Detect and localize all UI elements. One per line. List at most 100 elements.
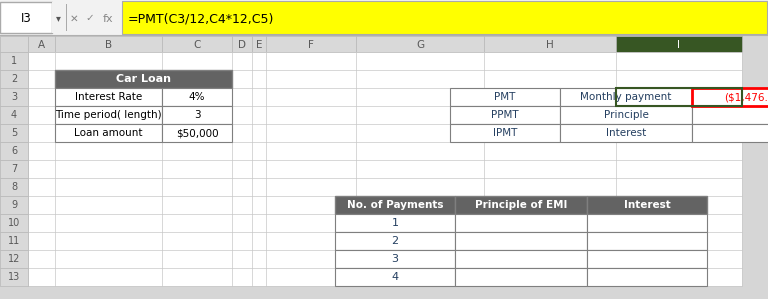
Bar [28, 36, 55, 52]
Text: PMT: PMT [495, 92, 515, 102]
Bar [0, 124, 28, 142]
Text: 3: 3 [194, 110, 200, 120]
Bar [335, 232, 455, 250]
Text: G: G [416, 39, 424, 50]
Bar [692, 88, 768, 106]
Bar [587, 268, 707, 286]
Bar [616, 88, 742, 106]
Text: ($1,476.20): ($1,476.20) [724, 92, 768, 102]
Bar [0, 196, 28, 214]
Bar [560, 88, 692, 106]
Bar [0, 250, 28, 268]
Text: Interest Rate: Interest Rate [74, 92, 142, 102]
Bar [455, 196, 587, 214]
Text: Interest: Interest [606, 128, 646, 138]
Text: 12: 12 [8, 254, 20, 264]
Text: Interest: Interest [624, 200, 670, 210]
Text: 6: 6 [11, 146, 17, 156]
Text: Loan amount: Loan amount [74, 128, 143, 138]
Text: 3: 3 [11, 92, 17, 102]
Text: $50,000: $50,000 [176, 128, 218, 138]
Bar [335, 196, 455, 214]
Bar [455, 250, 587, 268]
Text: D: D [238, 39, 246, 50]
Text: I3: I3 [21, 12, 31, 25]
Text: Car Loan: Car Loan [116, 74, 171, 84]
Bar [450, 124, 560, 142]
Text: Principle of EMI: Principle of EMI [475, 200, 568, 210]
Bar [0, 70, 28, 88]
Bar [162, 124, 232, 142]
Bar [335, 250, 455, 268]
Bar [52, 2, 64, 33]
Text: ▾: ▾ [55, 13, 61, 24]
Text: 8: 8 [11, 182, 17, 192]
Bar [0, 88, 28, 106]
Bar [484, 36, 616, 52]
Text: H: H [546, 39, 554, 50]
Bar [0, 142, 28, 160]
Bar [692, 124, 768, 142]
Bar [122, 4, 123, 31]
Text: 1: 1 [392, 218, 399, 228]
Bar [560, 106, 692, 124]
Bar [335, 214, 455, 232]
Bar [252, 36, 266, 52]
Text: 3: 3 [392, 254, 399, 264]
Bar [560, 124, 692, 142]
Bar [455, 232, 587, 250]
Text: No. of Payments: No. of Payments [346, 200, 443, 210]
Text: 11: 11 [8, 236, 20, 246]
Bar [55, 106, 162, 124]
Bar [587, 196, 707, 214]
Bar [0, 36, 28, 52]
Bar [55, 88, 162, 106]
Bar [692, 106, 768, 124]
Text: ✓: ✓ [85, 13, 94, 24]
Text: fx: fx [103, 13, 114, 24]
Text: 2: 2 [392, 236, 399, 246]
Bar [335, 268, 455, 286]
Text: Monthly payment: Monthly payment [581, 92, 672, 102]
Text: B: B [105, 39, 112, 50]
Text: I: I [677, 39, 680, 50]
Text: 4: 4 [11, 110, 17, 120]
Bar [450, 88, 560, 106]
Text: E: E [256, 39, 262, 50]
Bar [455, 214, 587, 232]
Bar [616, 36, 742, 52]
Text: 5: 5 [11, 128, 17, 138]
Bar [162, 106, 232, 124]
Bar [232, 36, 252, 52]
Text: C: C [194, 39, 200, 50]
Bar [0, 52, 28, 70]
Bar [0, 2, 52, 33]
Bar [0, 0, 768, 35]
Bar [455, 268, 587, 286]
Text: Time period( length): Time period( length) [55, 110, 162, 120]
Text: PPMT: PPMT [492, 110, 519, 120]
Text: ✕: ✕ [70, 13, 78, 24]
Bar [55, 124, 162, 142]
Text: 4%: 4% [189, 92, 205, 102]
Text: A: A [38, 39, 45, 50]
Text: 4: 4 [392, 272, 399, 282]
Text: IPMT: IPMT [493, 128, 517, 138]
Bar [0, 214, 28, 232]
Bar [0, 178, 28, 196]
Text: F: F [308, 39, 314, 50]
Bar [0, 106, 28, 124]
Bar [0, 232, 28, 250]
Bar [162, 36, 232, 52]
Text: 1: 1 [11, 56, 17, 66]
Text: 10: 10 [8, 218, 20, 228]
Bar [0, 268, 28, 286]
Bar [587, 214, 707, 232]
Text: 13: 13 [8, 272, 20, 282]
Bar [0, 160, 28, 178]
Bar [266, 36, 356, 52]
Bar [122, 1, 767, 34]
Text: 7: 7 [11, 164, 17, 174]
Text: 9: 9 [11, 200, 17, 210]
Bar [587, 232, 707, 250]
